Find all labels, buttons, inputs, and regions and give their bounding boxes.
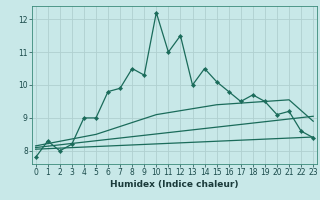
X-axis label: Humidex (Indice chaleur): Humidex (Indice chaleur): [110, 180, 239, 189]
